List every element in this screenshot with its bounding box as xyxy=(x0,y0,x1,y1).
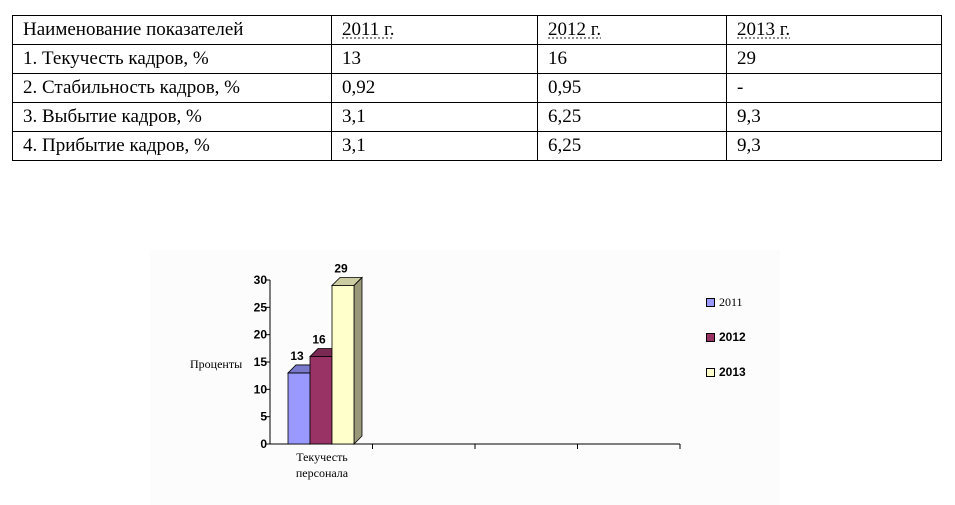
table-row: 4. Прибытие кадров, % 3,1 6,25 9,3 xyxy=(12,131,942,161)
bar xyxy=(287,372,311,445)
table-cell: 9,3 xyxy=(726,131,942,161)
y-tick-label: 0 xyxy=(260,437,267,451)
table-cell: 2. Стабильность кадров, % xyxy=(12,73,332,103)
legend-label: 2013 xyxy=(719,365,746,379)
x-category-label: персонала xyxy=(296,466,349,480)
legend-item: 2012 xyxy=(706,329,746,345)
table-header-cell: Наименование показателей xyxy=(12,15,332,45)
y-tick-label: 15 xyxy=(254,355,268,369)
y-tick-label: 25 xyxy=(254,300,268,314)
table-cell: 9,3 xyxy=(726,102,942,132)
table-cell: - xyxy=(726,73,942,103)
table-cell: 6,25 xyxy=(537,131,727,161)
legend-item: 2011 xyxy=(706,294,746,310)
chart-legend: 2011 2012 2013 xyxy=(706,294,746,399)
table-cell: 1. Текучесть кадров, % xyxy=(12,44,332,74)
bar-data-label: 29 xyxy=(334,261,348,275)
table-header-row: Наименование показателей 2011 г. 2012 г.… xyxy=(12,15,942,45)
bar xyxy=(331,285,355,445)
table-cell: 4. Прибытие кадров, % xyxy=(12,131,332,161)
table-cell: 13 xyxy=(331,44,538,74)
legend-swatch xyxy=(706,297,715,307)
legend-swatch xyxy=(706,367,715,377)
table-row: 2. Стабильность кадров, % 0,92 0,95 - xyxy=(12,73,942,103)
table-cell: 3,1 xyxy=(331,102,538,132)
table-cell: 16 xyxy=(537,44,727,74)
y-tick-label: 30 xyxy=(254,273,268,287)
table-cell: 6,25 xyxy=(537,102,727,132)
chart-canvas: 0 5 10 15 20 25 30 Проценты Текучесть персонала 13… xyxy=(190,261,681,480)
bar-side xyxy=(353,276,363,445)
legend-swatch xyxy=(706,332,715,342)
table-row: 3. Выбытие кадров, % 3,1 6,25 9,3 xyxy=(12,102,942,132)
table-header-cell: 2012 г. xyxy=(537,15,727,45)
year-header-label: 2011 г. xyxy=(342,19,395,40)
table-header-cell: 2011 г. xyxy=(331,15,538,45)
bar-top xyxy=(331,277,363,286)
table-cell: 3,1 xyxy=(331,131,538,161)
legend-label: 2011 xyxy=(719,294,743,309)
y-tick-label: 5 xyxy=(260,410,267,424)
y-tick-label: 20 xyxy=(254,328,268,342)
table-header-cell: 2013 г. xyxy=(726,15,942,45)
indicators-table: Наименование показателей 2011 г. 2012 г.… xyxy=(12,15,942,161)
table-cell: 0,92 xyxy=(331,73,538,103)
table-cell: 0,95 xyxy=(537,73,727,103)
year-header-label: 2013 г. xyxy=(737,19,791,40)
bar-data-label: 13 xyxy=(290,349,304,363)
y-tick-label: 10 xyxy=(254,382,268,396)
legend-item: 2013 xyxy=(706,364,746,380)
year-header-label: 2012 г. xyxy=(548,19,602,40)
legend-label: 2012 xyxy=(719,330,746,344)
table-row: 1. Текучесть кадров, % 13 16 29 xyxy=(12,44,942,74)
table-cell: 29 xyxy=(726,44,942,74)
x-category-label: Текучесть xyxy=(296,450,348,464)
table-cell: 3. Выбытие кадров, % xyxy=(12,102,332,132)
y-axis-label: Проценты xyxy=(190,357,242,371)
bar-data-label: 16 xyxy=(312,333,326,347)
bar-chart: 0 5 10 15 20 25 30 Проценты Текучесть персонала 13… xyxy=(150,250,780,505)
bar xyxy=(309,356,333,445)
